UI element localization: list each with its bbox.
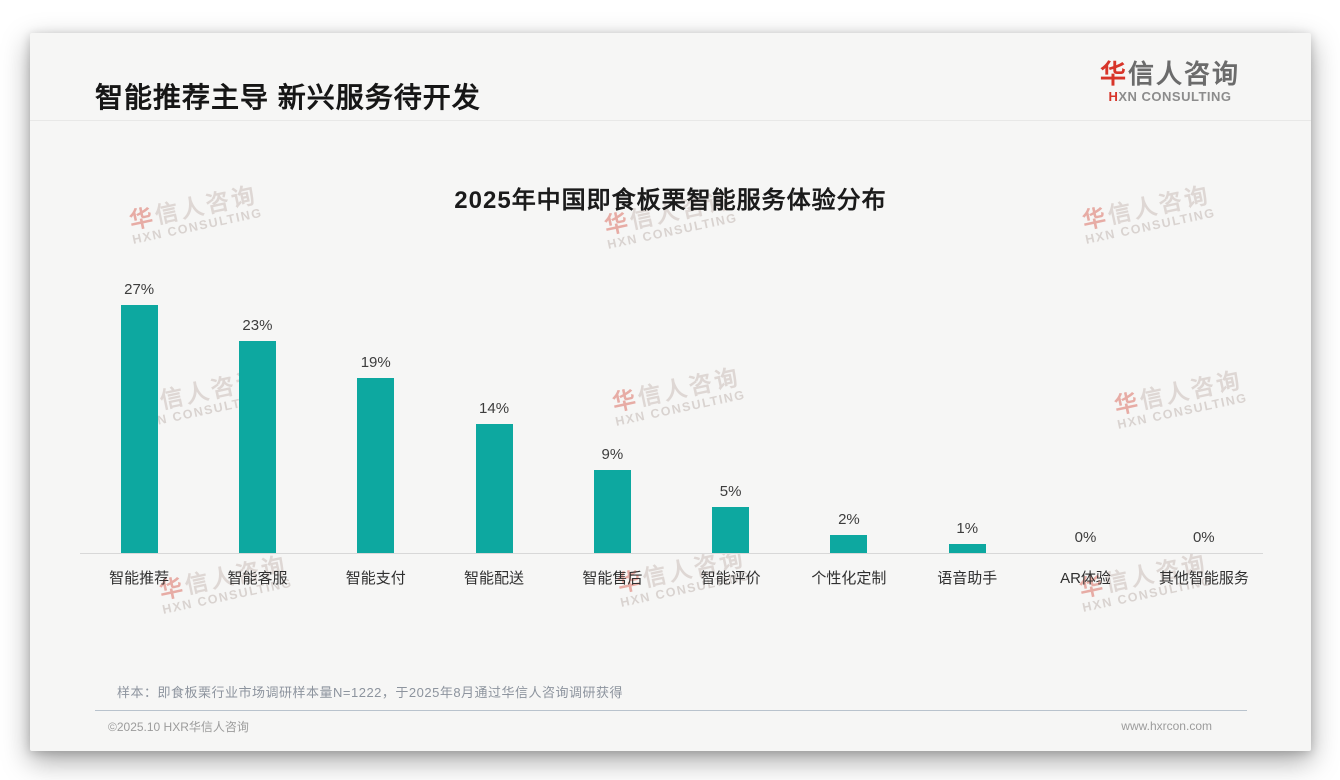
category-label: 智能支付	[345, 570, 406, 587]
bar	[357, 378, 395, 553]
category-label: 语音助手	[937, 570, 998, 587]
category-label: 智能客服	[227, 570, 288, 587]
bar-column: 2%	[790, 277, 908, 553]
sample-note: 样本：即食板栗行业市场调研样本量N=1222，于2025年8月通过华信人咨询调研…	[117, 685, 624, 700]
bar-value-label: 9%	[601, 446, 624, 464]
bar-value-label: 19%	[360, 354, 391, 372]
bar-value-label: 0%	[1074, 529, 1097, 546]
bar-value-label: 2%	[838, 510, 860, 528]
bar-value-label: 0%	[1192, 529, 1215, 546]
category-label: 智能推荐	[109, 570, 170, 587]
bar-column: 5%	[671, 277, 789, 553]
copyright-text: ©2025.10 HXR华信人咨询	[108, 720, 249, 734]
bar-column: 23%	[198, 277, 316, 553]
chart-title: 2025年中国即食板栗智能服务体验分布	[454, 187, 887, 214]
bar-column: 9%	[553, 277, 671, 553]
bar	[712, 507, 750, 553]
bar-value-label: 23%	[242, 317, 273, 335]
category-label: 智能评价	[700, 570, 761, 587]
category-label: 智能配送	[464, 570, 525, 587]
bar-column: 27%	[80, 277, 198, 553]
bar-value-label: 5%	[719, 483, 742, 500]
footer-divider	[95, 710, 1247, 711]
watermark-english-text: HXN CONSULTING	[606, 210, 739, 253]
logo-cn-first-char: 华	[1099, 59, 1128, 89]
x-axis-labels: 智能推荐 智能客服 智能支付 智能配送 智能售后 智能评价 个性化定制 语音助手 AR体验 其他智…	[80, 567, 1263, 588]
bar-column: 1%	[908, 277, 1026, 553]
bar	[593, 470, 631, 553]
header-divider	[30, 120, 1311, 121]
logo-en-first-char: H	[1108, 88, 1119, 104]
bar	[238, 341, 276, 553]
logo-en-rest: XN CONSULTING	[1118, 88, 1232, 104]
bar-value-label: 14%	[479, 400, 510, 418]
bar	[120, 304, 158, 553]
category-label: 其他智能服务	[1158, 570, 1249, 587]
bar-column: 0%	[1026, 277, 1144, 553]
website-url: www.hxrcon.com	[1121, 719, 1212, 733]
chart-plot-area: 27% 23% 19% 14% 9% 5% 2% 1% 0% 0%	[80, 277, 1263, 554]
category-label: 个性化定制	[811, 570, 887, 587]
bar	[830, 534, 868, 553]
category-label: AR体验	[1060, 570, 1111, 587]
bar-column: 19%	[317, 277, 435, 553]
bar	[948, 543, 986, 553]
bar-column: 14%	[435, 277, 553, 553]
bar-column: 0%	[1145, 277, 1263, 553]
bar-value-label: 1%	[956, 519, 979, 537]
category-label: 智能售后	[582, 570, 643, 587]
logo-cn-rest: 信人咨询	[1127, 59, 1240, 89]
page-title: 智能推荐主导 新兴服务待开发	[95, 82, 481, 113]
bar-chart: 27% 23% 19% 14% 9% 5% 2% 1% 0% 0% 智能推荐 智能客服 智能支付 智能配…	[80, 277, 1263, 588]
report-card: 华信人咨询 HXN CONSULTING 华信人咨询 HXN CONSULTING 华信…	[30, 33, 1311, 751]
logo-chinese-text: 华信人咨询	[1100, 60, 1240, 89]
logo-english-text: HXN CONSULTING	[1100, 89, 1240, 105]
bar	[475, 424, 513, 553]
bar-value-label: 27%	[124, 280, 155, 298]
company-logo: 华信人咨询 HXN CONSULTING	[1100, 60, 1240, 104]
